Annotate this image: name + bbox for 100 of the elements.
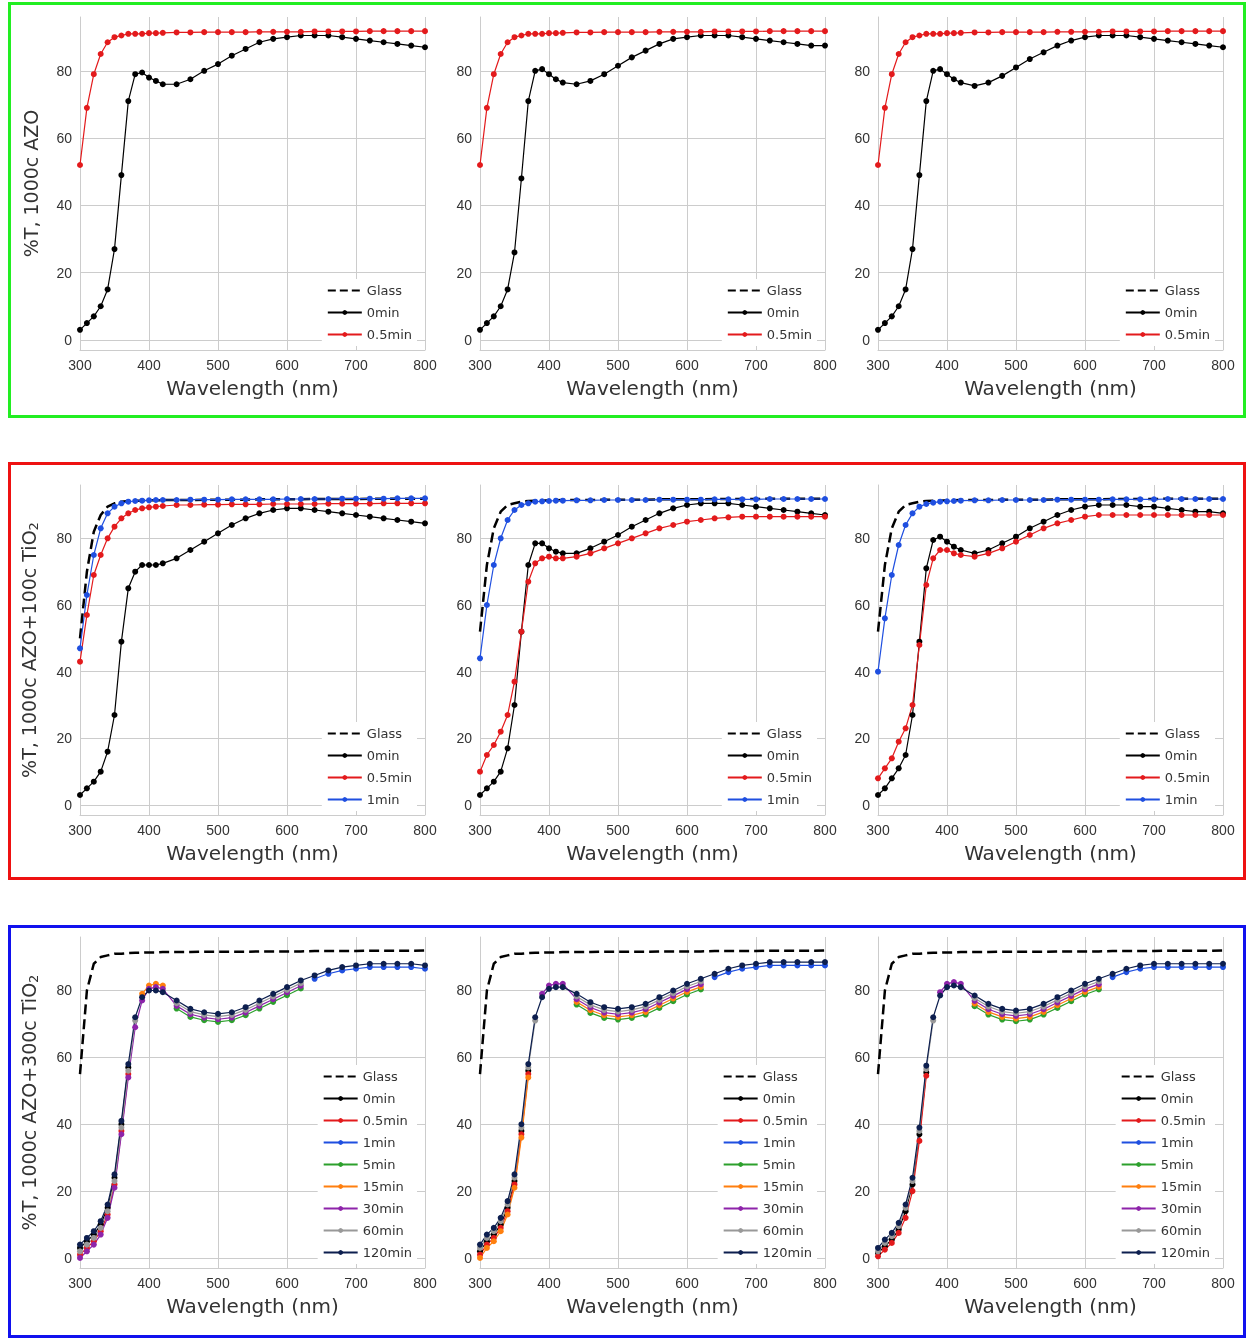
x-tick-label: 700 [1142,357,1166,373]
legend-label: 5min [1160,1157,1194,1172]
legend-label: 1min [362,1135,396,1150]
x-tick-label: 400 [935,357,959,373]
x-tick-label: 400 [537,357,561,373]
y-tick-label: 40 [456,1116,473,1133]
legend-label: Glass [766,283,803,298]
y-tick-label: 80 [854,982,871,999]
x-tick-label: 400 [935,1275,959,1291]
legend-label: 30min [762,1201,804,1216]
y-tick-label: 20 [56,730,73,747]
x-tick-label: 600 [1073,357,1097,373]
x-tick-label: 800 [413,357,437,373]
y-tick-label: 80 [56,530,73,547]
x-tick-label: 700 [744,357,768,373]
legend-label: 0min [362,1091,396,1106]
y-tick-label: 0 [64,331,73,348]
legend-label: 0.5min [766,770,813,785]
x-tick-label: 700 [344,1275,368,1291]
legend-label: 1min [766,792,800,807]
x-tick-label: 600 [275,1275,299,1291]
y-axis-title: %T, 1000c AZO [19,109,42,258]
legend-label: 1min [762,1135,796,1150]
y-tick-label: 40 [854,197,871,214]
x-tick-label: 700 [744,822,768,838]
legend-label: Glass [1164,726,1201,741]
y-tick-label: 80 [56,982,73,999]
legend-label: 15min [362,1179,404,1194]
x-tick-label: 600 [675,822,699,838]
x-tick-label: 600 [675,357,699,373]
legend-label: 15min [762,1179,804,1194]
y-tick-label: 20 [56,264,73,281]
y-tick-label: 40 [854,1116,871,1133]
x-tick-label: 300 [468,1275,492,1291]
legend-label: 0.5min [362,1113,408,1128]
legend-label: 0.5min [762,1113,808,1128]
legend-label: Glass [366,726,403,741]
x-axis-title: Wavelength (nm) [964,841,1137,865]
y-tick-label: 60 [56,597,73,613]
x-tick-label: 300 [68,1275,92,1291]
y-tick-label: 80 [456,62,473,79]
x-tick-label: 800 [813,1275,837,1291]
y-tick-label: 20 [854,1183,871,1200]
legend-label: 0.5min [1160,1113,1206,1128]
y-tick-label: 80 [854,530,871,547]
x-tick-label: 700 [744,1275,768,1291]
legend-label: 0.5min [766,327,813,342]
legend-label: 0min [766,305,800,320]
x-tick-label: 800 [413,822,437,838]
legend-label: 0.5min [1164,770,1211,785]
y-tick-label: 40 [56,1116,73,1133]
x-axis-title: Wavelength (nm) [566,841,739,865]
legend-label: 120min [362,1245,412,1260]
y-tick-label: 60 [456,597,473,613]
y-tick-label: 80 [456,982,473,999]
x-tick-label: 300 [68,357,92,373]
x-tick-label: 800 [1211,357,1235,373]
x-tick-label: 300 [866,357,890,373]
x-tick-label: 500 [606,357,630,373]
x-tick-label: 500 [1004,822,1028,838]
x-tick-label: 300 [468,822,492,838]
x-tick-label: 800 [813,822,837,838]
y-tick-label: 0 [64,797,73,813]
x-tick-label: 400 [137,1275,161,1291]
legend-label: Glass [1160,1069,1197,1084]
x-tick-label: 600 [1073,1275,1097,1291]
y-tick-label: 40 [56,197,73,214]
y-tick-label: 0 [64,1249,73,1266]
x-tick-label: 400 [935,822,959,838]
y-tick-label: 40 [456,663,473,680]
x-tick-label: 700 [344,357,368,373]
x-tick-label: 700 [344,822,368,838]
legend-label: Glass [1164,283,1201,298]
legend-label: 0min [762,1091,796,1106]
x-tick-label: 500 [206,822,230,838]
x-tick-label: 300 [68,822,92,838]
legend-label: 60min [1160,1223,1202,1238]
y-tick-label: 20 [56,1183,73,1200]
y-tick-label: 40 [456,197,473,214]
x-tick-label: 600 [275,357,299,373]
x-axis-title: Wavelength (nm) [566,1294,739,1318]
y-tick-label: 20 [854,730,871,747]
legend-label: 5min [762,1157,796,1172]
y-tick-label: 60 [854,1049,871,1066]
y-tick-label: 60 [456,1049,473,1066]
x-tick-label: 300 [468,357,492,373]
y-tick-label: 0 [862,797,871,813]
legend-label: Glass [762,1069,799,1084]
x-axis-title: Wavelength (nm) [566,376,739,400]
x-tick-label: 300 [866,1275,890,1291]
y-tick-label: 0 [464,797,473,813]
x-axis-title: Wavelength (nm) [166,376,339,400]
x-tick-label: 800 [1211,1275,1235,1291]
legend-label: 0min [1164,305,1198,320]
legend-label: 0min [1164,748,1198,763]
legend-label: 0min [366,305,400,320]
x-axis-title: Wavelength (nm) [964,376,1137,400]
y-tick-label: 60 [456,130,473,147]
x-tick-label: 700 [1142,822,1166,838]
legend-label: Glass [766,726,803,741]
